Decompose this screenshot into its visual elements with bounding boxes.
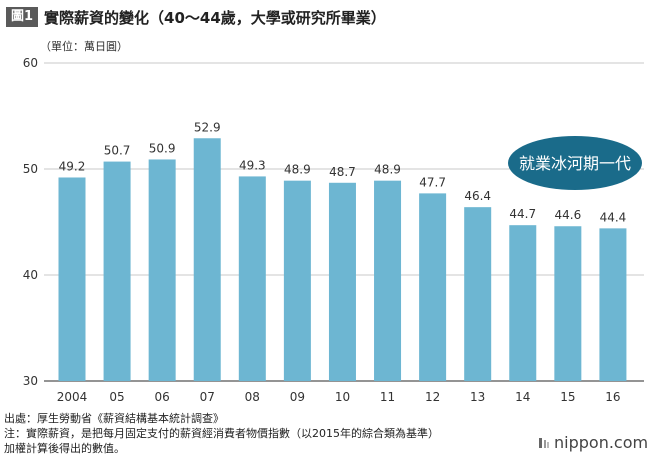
bar xyxy=(599,228,627,381)
brand-name: nippon.com xyxy=(554,433,649,452)
brand-logo: nippon.com xyxy=(538,433,648,452)
x-tick-label: 16 xyxy=(605,390,620,404)
bar xyxy=(464,207,492,381)
nippon-logo-icon xyxy=(539,437,549,448)
source-note: 出處：厚生勞動省《薪資結構基本統計調查》 xyxy=(4,412,224,425)
x-tick-label: 08 xyxy=(245,390,260,404)
bar xyxy=(328,182,356,381)
bar xyxy=(58,177,86,381)
x-tick-label: 05 xyxy=(109,390,124,404)
bar xyxy=(238,176,266,381)
bar xyxy=(374,180,402,381)
bar xyxy=(193,138,221,381)
y-tick-label: 50 xyxy=(23,162,38,176)
chart-title: 實際薪資的變化（40～44歲，大學或研究所畢業） xyxy=(44,8,386,27)
bar-value-label: 44.6 xyxy=(554,208,581,222)
bar-value-label: 49.3 xyxy=(239,158,266,172)
bar-value-label: 48.9 xyxy=(374,163,401,177)
footnote-line-2: 加權計算後得出的數值。 xyxy=(4,442,125,455)
figure-badge: 圖1 xyxy=(6,7,39,27)
x-tick-label: 12 xyxy=(425,390,440,404)
x-tick-label: 2004 xyxy=(57,390,88,404)
bar xyxy=(283,180,311,381)
y-tick-label: 60 xyxy=(23,56,38,70)
figure-title-row: 圖1 實際薪資的變化（40～44歲，大學或研究所畢業） xyxy=(6,6,386,28)
x-tick-label: 11 xyxy=(380,390,395,404)
y-tick-label: 30 xyxy=(23,374,38,388)
x-tick-label: 10 xyxy=(335,390,350,404)
notes: 出處：厚生勞動省《薪資結構基本統計調查》 注：實際薪資，是把每月固定支付的薪資經… xyxy=(4,411,439,456)
y-tick-label: 40 xyxy=(23,268,38,282)
annotation-bubble xyxy=(508,136,642,190)
bar xyxy=(419,193,447,381)
bar-value-label: 44.7 xyxy=(509,207,536,221)
unit-label: （單位：萬日圓） xyxy=(40,40,128,53)
x-tick-label: 06 xyxy=(155,390,170,404)
bar-value-label: 48.9 xyxy=(284,163,311,177)
bar-value-label: 46.4 xyxy=(464,189,491,203)
bar xyxy=(103,161,131,381)
bar-value-label: 50.7 xyxy=(104,144,131,158)
bar-value-label: 44.4 xyxy=(600,210,627,224)
bar-chart: 30 40 50 60 49.2 2004 50.7 05 50.9 06 52.9 07 49.3 08… xyxy=(23,56,644,404)
bar xyxy=(148,159,176,381)
bar xyxy=(554,226,582,381)
footnote-line-1: 注：實際薪資，是把每月固定支付的薪資經消費者物價指數（以2015年的綜合類為基準… xyxy=(4,427,439,440)
bar-value-label: 49.2 xyxy=(59,159,86,173)
x-tick-label: 07 xyxy=(200,390,215,404)
bar xyxy=(509,225,537,381)
x-tick-label: 15 xyxy=(560,390,575,404)
x-tick-label: 13 xyxy=(470,390,485,404)
bar-value-label: 50.9 xyxy=(149,141,176,155)
bar-value-label: 47.7 xyxy=(419,175,446,189)
x-tick-label: 14 xyxy=(515,390,530,404)
bar-value-label: 52.9 xyxy=(194,120,221,134)
bar-value-label: 48.7 xyxy=(329,165,356,179)
x-tick-label: 09 xyxy=(290,390,305,404)
annotation-label: 就業冰河期一代 xyxy=(519,154,631,173)
